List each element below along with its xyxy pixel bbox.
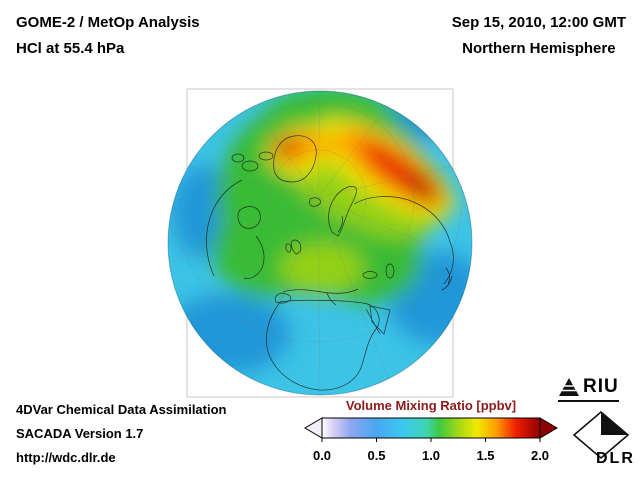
dlr-emblem-icon: [572, 410, 630, 460]
timestamp-label: Sep 15, 2010, 12:00 GMT: [451, 14, 626, 31]
riu-logo: RIU: [558, 376, 619, 402]
tick-label-3: 1.5: [476, 448, 495, 463]
colorbar-title: Volume Mixing Ratio [ppbv]: [345, 398, 517, 413]
globe-rim: [167, 90, 473, 396]
heat-layer: [168, 91, 472, 374]
tick-label-0: 0.0: [312, 448, 332, 463]
colorbar-tick-labels: 0.0 0.5 1.0 1.5 2.0: [302, 448, 560, 464]
tick-label-1: 0.5: [367, 448, 386, 463]
analysis-title: GOME-2 / MetOp Analysis: [16, 14, 200, 31]
colorbar-arrow-left: [304, 417, 323, 439]
dlr-logo-text: DLR: [596, 450, 635, 467]
credits-block: 4DVar Chemical Data Assimilation SACADA …: [16, 398, 227, 470]
colorbar: Volume Mixing Ratio [ppbv]: [302, 398, 560, 464]
header-right: Sep 15, 2010, 12:00 GMT Northern Hemisph…: [452, 10, 626, 62]
hemisphere-label: Northern Hemisphere: [462, 40, 616, 57]
coastlines: [206, 135, 454, 391]
url-label: http://wdc.dlr.de: [16, 450, 116, 465]
globe-plot: [150, 80, 495, 405]
tick-label-4: 2.0: [530, 448, 550, 463]
riu-logo-text: RIU: [583, 376, 619, 397]
species-level-label: HCl at 55.4 hPa: [16, 40, 125, 57]
riu-mountain-icon: [559, 378, 579, 396]
tick-label-2: 1.0: [421, 448, 441, 463]
colorbar-ticks: [321, 438, 541, 442]
colorbar-arrow-right: [539, 417, 558, 439]
assimilation-label: 4DVar Chemical Data Assimilation: [16, 402, 227, 417]
colorbar-gradient: [304, 417, 558, 442]
header-left: GOME-2 / MetOp Analysis HCl at 55.4 hPa: [16, 10, 200, 62]
globe-map: [167, 88, 473, 398]
version-label: SACADA Version 1.7: [16, 426, 144, 441]
